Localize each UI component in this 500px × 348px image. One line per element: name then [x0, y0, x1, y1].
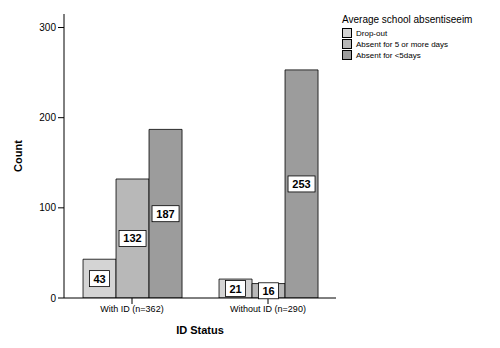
html-text:Absent for 5 or more days: Absent for 5 or more days	[356, 39, 448, 49]
svg-text:100: 100	[39, 202, 56, 213]
html-text:Drop-out: Drop-out	[356, 28, 388, 38]
svg-text:300: 300	[39, 22, 56, 33]
svg-text:200: 200	[39, 112, 56, 123]
svg-text:21: 21	[229, 283, 241, 295]
svg-text:ID Status: ID Status	[176, 324, 224, 336]
svg-text:With ID (n=362): With ID (n=362)	[100, 304, 163, 314]
svg-text:253: 253	[292, 178, 310, 190]
svg-text:Without ID (n=290): Without ID (n=290)	[230, 304, 306, 314]
svg-text:43: 43	[93, 273, 105, 285]
svg-text:187: 187	[156, 208, 174, 220]
svg-text:132: 132	[123, 232, 141, 244]
html-text:Average school absentiseeim: Average school absentiseeim	[342, 14, 473, 25]
svg-text:16: 16	[262, 285, 274, 297]
svg-text:Count: Count	[12, 140, 24, 172]
svg-text:0: 0	[50, 293, 56, 304]
html-text:Absent for <5days: Absent for <5days	[356, 50, 421, 60]
